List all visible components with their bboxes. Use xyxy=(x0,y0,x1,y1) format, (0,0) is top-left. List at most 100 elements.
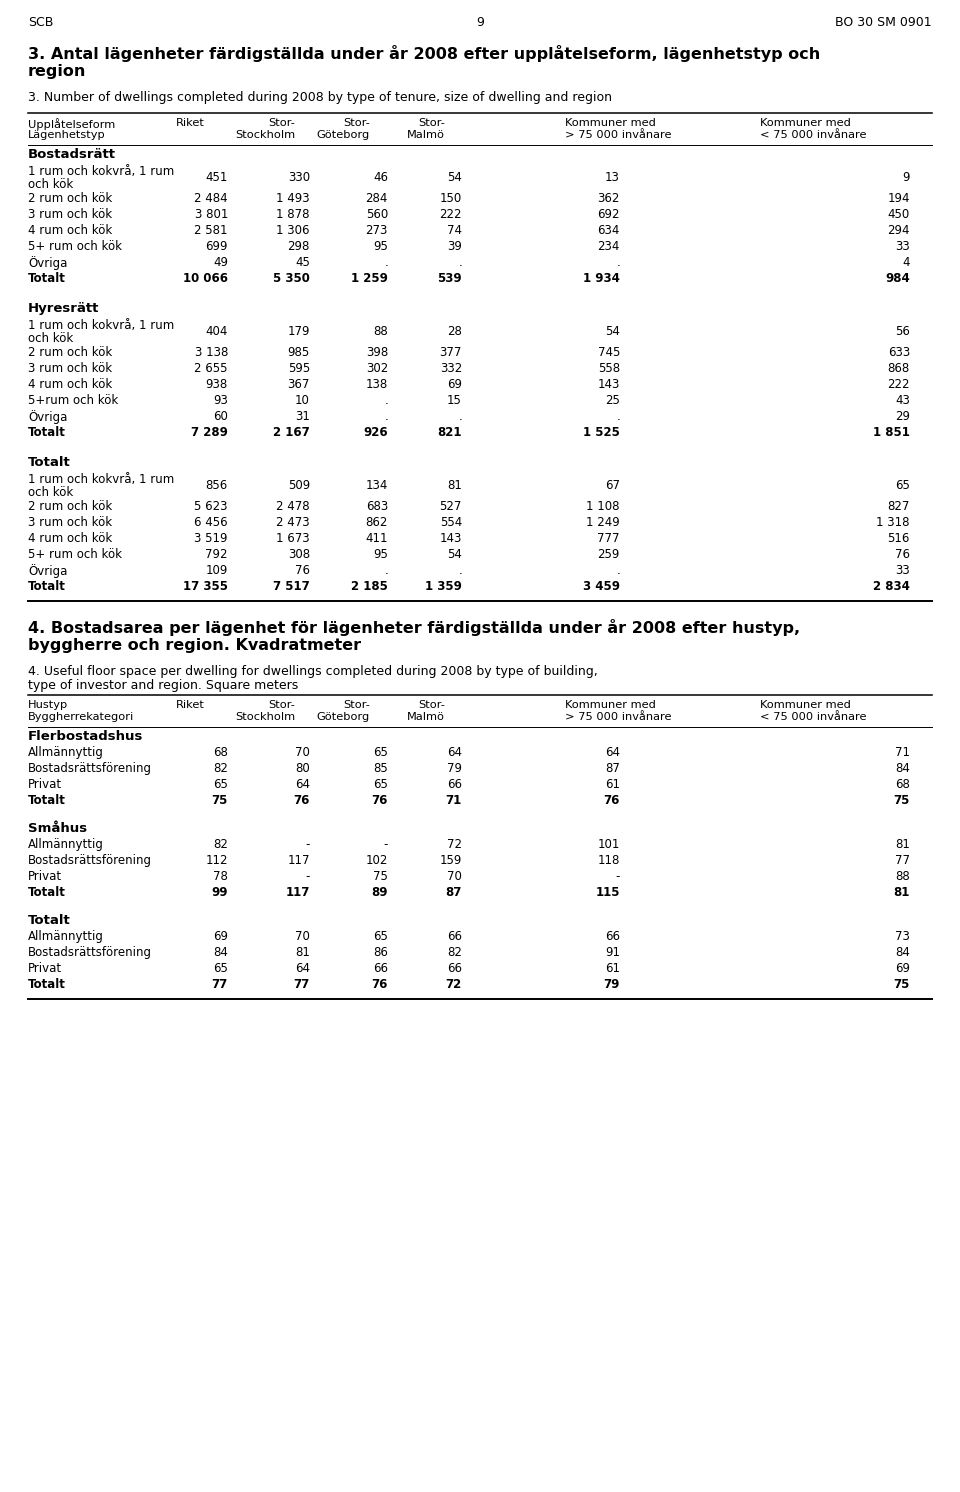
Text: Allmännyttig: Allmännyttig xyxy=(28,930,104,943)
Text: 4. Useful floor space per dwelling for dwellings completed during 2008 by type o: 4. Useful floor space per dwelling for d… xyxy=(28,665,598,677)
Text: 1 318: 1 318 xyxy=(876,516,910,530)
Text: 54: 54 xyxy=(447,172,462,184)
Text: Privat: Privat xyxy=(28,777,62,791)
Text: 93: 93 xyxy=(213,394,228,407)
Text: 2 834: 2 834 xyxy=(874,580,910,592)
Text: 404: 404 xyxy=(205,325,228,339)
Text: 595: 595 xyxy=(288,363,310,374)
Text: 84: 84 xyxy=(895,946,910,959)
Text: 84: 84 xyxy=(213,946,228,959)
Text: 3 138: 3 138 xyxy=(195,346,228,360)
Text: > 75 000 invånare: > 75 000 invånare xyxy=(565,712,671,722)
Text: Stockholm: Stockholm xyxy=(235,712,295,722)
Text: Hustyp: Hustyp xyxy=(28,700,68,710)
Text: Riket: Riket xyxy=(176,700,205,710)
Text: Kommuner med: Kommuner med xyxy=(565,118,656,128)
Text: Kommuner med: Kommuner med xyxy=(760,118,851,128)
Text: 2 rum och kök: 2 rum och kök xyxy=(28,500,112,513)
Text: 66: 66 xyxy=(447,962,462,974)
Text: 60: 60 xyxy=(213,410,228,424)
Text: 73: 73 xyxy=(895,930,910,943)
Text: 91: 91 xyxy=(605,946,620,959)
Text: 117: 117 xyxy=(287,853,310,867)
Text: 450: 450 xyxy=(888,207,910,221)
Text: 45: 45 xyxy=(295,257,310,269)
Text: 5+ rum och kök: 5+ rum och kök xyxy=(28,548,122,561)
Text: 99: 99 xyxy=(211,886,228,900)
Text: 77: 77 xyxy=(895,853,910,867)
Text: 1 249: 1 249 xyxy=(587,516,620,530)
Text: 112: 112 xyxy=(205,853,228,867)
Text: 2 167: 2 167 xyxy=(274,427,310,439)
Text: 76: 76 xyxy=(294,794,310,807)
Text: 65: 65 xyxy=(213,777,228,791)
Text: 64: 64 xyxy=(295,777,310,791)
Text: 69: 69 xyxy=(895,962,910,974)
Text: Totalt: Totalt xyxy=(28,794,66,807)
Text: 143: 143 xyxy=(598,377,620,391)
Text: 1 673: 1 673 xyxy=(276,533,310,545)
Text: Malmö: Malmö xyxy=(407,130,445,140)
Text: 367: 367 xyxy=(288,377,310,391)
Text: 9: 9 xyxy=(476,16,484,28)
Text: 70: 70 xyxy=(295,746,310,759)
Text: -: - xyxy=(384,839,388,850)
Text: 64: 64 xyxy=(295,962,310,974)
Text: 33: 33 xyxy=(896,240,910,254)
Text: 862: 862 xyxy=(366,516,388,530)
Text: .: . xyxy=(458,564,462,577)
Text: 101: 101 xyxy=(598,839,620,850)
Text: 1 359: 1 359 xyxy=(425,580,462,592)
Text: 821: 821 xyxy=(438,427,462,439)
Text: 82: 82 xyxy=(213,839,228,850)
Text: 692: 692 xyxy=(597,207,620,221)
Text: byggherre och region. Kvadratmeter: byggherre och region. Kvadratmeter xyxy=(28,639,361,653)
Text: Stor-: Stor- xyxy=(268,700,295,710)
Text: Malmö: Malmö xyxy=(407,712,445,722)
Text: 79: 79 xyxy=(604,977,620,991)
Text: 70: 70 xyxy=(447,870,462,883)
Text: 777: 777 xyxy=(597,533,620,545)
Text: Stor-: Stor- xyxy=(343,700,370,710)
Text: type of investor and region. Square meters: type of investor and region. Square mete… xyxy=(28,679,299,692)
Text: 2 rum och kök: 2 rum och kök xyxy=(28,346,112,360)
Text: 31: 31 xyxy=(295,410,310,424)
Text: 1 934: 1 934 xyxy=(583,272,620,285)
Text: .: . xyxy=(616,410,620,424)
Text: 66: 66 xyxy=(373,962,388,974)
Text: 5 623: 5 623 xyxy=(195,500,228,513)
Text: Lägenhetstyp: Lägenhetstyp xyxy=(28,130,106,140)
Text: 1 306: 1 306 xyxy=(276,224,310,237)
Text: Allmännyttig: Allmännyttig xyxy=(28,839,104,850)
Text: 64: 64 xyxy=(605,746,620,759)
Text: 294: 294 xyxy=(887,224,910,237)
Text: och kök: och kök xyxy=(28,486,73,498)
Text: 15: 15 xyxy=(447,394,462,407)
Text: 330: 330 xyxy=(288,172,310,184)
Text: 298: 298 xyxy=(288,240,310,254)
Text: 69: 69 xyxy=(213,930,228,943)
Text: Stockholm: Stockholm xyxy=(235,130,295,140)
Text: Göteborg: Göteborg xyxy=(317,712,370,722)
Text: 10 066: 10 066 xyxy=(183,272,228,285)
Text: 95: 95 xyxy=(373,548,388,561)
Text: Bostadsrättsförening: Bostadsrättsförening xyxy=(28,946,152,959)
Text: 633: 633 xyxy=(888,346,910,360)
Text: -: - xyxy=(615,870,620,883)
Text: 3. Number of dwellings completed during 2008 by type of tenure, size of dwelling: 3. Number of dwellings completed during … xyxy=(28,91,612,104)
Text: 81: 81 xyxy=(895,839,910,850)
Text: 88: 88 xyxy=(373,325,388,339)
Text: < 75 000 invånare: < 75 000 invånare xyxy=(760,130,867,140)
Text: 5 350: 5 350 xyxy=(274,272,310,285)
Text: 65: 65 xyxy=(373,746,388,759)
Text: 4. Bostadsarea per lägenhet för lägenheter färdigställda under år 2008 efter hus: 4. Bostadsarea per lägenhet för lägenhet… xyxy=(28,619,800,636)
Text: 43: 43 xyxy=(895,394,910,407)
Text: 81: 81 xyxy=(894,886,910,900)
Text: .: . xyxy=(616,257,620,269)
Text: 138: 138 xyxy=(366,377,388,391)
Text: 77: 77 xyxy=(294,977,310,991)
Text: 554: 554 xyxy=(440,516,462,530)
Text: 259: 259 xyxy=(598,548,620,561)
Text: Upplåtelseform: Upplåtelseform xyxy=(28,118,115,130)
Text: 65: 65 xyxy=(895,479,910,492)
